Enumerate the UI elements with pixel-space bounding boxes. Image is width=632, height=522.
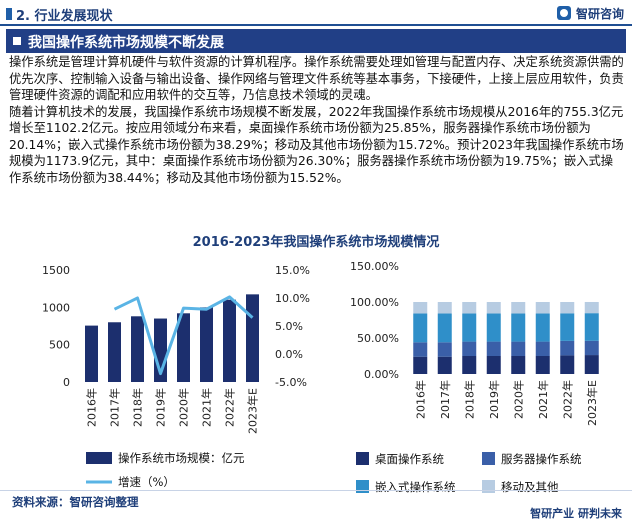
stack-segment xyxy=(462,313,477,342)
stack-segment xyxy=(413,356,428,374)
stack-segment xyxy=(535,313,550,342)
stack-segment xyxy=(535,341,550,356)
top-bar: 2. 行业发展现状 智研咨询 xyxy=(0,0,632,26)
stack-x-tick-label: 2019年 xyxy=(487,380,501,419)
legend-label-line: 增速（%） xyxy=(118,475,175,489)
stack-segment xyxy=(511,341,526,356)
stack-segment xyxy=(413,302,428,314)
stack-y-tick-label: 50.00% xyxy=(357,332,399,345)
stack-segment xyxy=(413,313,428,343)
article-body: 操作系统是管理计算机硬件与软件资源的计算机程序。操作系统需要处理如管理与配置内存… xyxy=(9,54,625,186)
stack-y-tick-label: 150.00% xyxy=(350,260,399,273)
stack-segment xyxy=(486,313,501,342)
footer-brand: 智研产业 研判未来 xyxy=(530,507,622,520)
logo-icon xyxy=(556,6,571,20)
legend-swatch-bar xyxy=(86,452,112,464)
banner-square-icon xyxy=(13,37,21,45)
stack-x-tick-label: 2021年 xyxy=(536,380,550,419)
stack-segment xyxy=(486,302,501,314)
title-banner: 我国操作系统市场规模不断发展 xyxy=(6,29,626,53)
right-y-tick-label: 0.0% xyxy=(275,348,303,361)
line-growth-rate xyxy=(113,295,254,376)
charts-area: 0 500 1000 1500 -5.0% 0.0% 5.0% 10.0% 15.0% 2016年… xyxy=(42,260,599,494)
x-tick-label: 2016年 xyxy=(85,388,99,427)
stack-segment xyxy=(511,313,526,342)
stack-legend-label: 服务器操作系统 xyxy=(501,452,582,466)
stack-segment xyxy=(437,342,452,357)
stack-y-tick-label: 0.00% xyxy=(364,368,399,381)
stack-legend-swatch xyxy=(482,452,495,465)
x-tick-label: 2017年 xyxy=(108,388,122,427)
chart-title: 2016-2023年我国操作系统市场规模情况 xyxy=(192,235,440,250)
stack-segment xyxy=(560,313,575,341)
stack-segment xyxy=(584,301,599,314)
stack-segment xyxy=(560,340,575,356)
stack-segment xyxy=(462,341,477,356)
x-tick-label: 2019年 xyxy=(154,388,168,427)
section-accent xyxy=(6,8,12,20)
bar-market-size xyxy=(177,313,190,382)
stack-x-tick-label: 2020年 xyxy=(511,380,525,419)
right-y-tick-label: 15.0% xyxy=(275,264,310,277)
stack-segment xyxy=(486,356,501,374)
stack-segment xyxy=(511,356,526,374)
x-tick-label: 2021年 xyxy=(200,388,214,427)
stack-segment xyxy=(511,302,526,314)
stack-legend-swatch xyxy=(482,480,495,493)
left-y-tick-label: 500 xyxy=(49,339,70,352)
right-y-tick-label: -5.0% xyxy=(275,376,307,389)
x-tick-label: 2020年 xyxy=(177,388,191,427)
stack-segment xyxy=(437,313,452,343)
stack-segment xyxy=(462,302,477,314)
brand-logo[interactable]: 智研咨询 xyxy=(556,3,624,23)
stack-segment xyxy=(437,356,452,374)
bar-market-size xyxy=(223,299,236,382)
stack-x-tick-label: 2016年 xyxy=(413,380,427,419)
stack-x-tick-label: 2018年 xyxy=(462,380,476,419)
right-y-tick-label: 5.0% xyxy=(275,320,303,333)
stack-segment xyxy=(535,356,550,374)
stack-x-tick-label: 2017年 xyxy=(438,380,452,419)
bar-market-size xyxy=(85,325,98,382)
source-note: 资料来源：智研咨询整理 xyxy=(12,495,139,509)
stack-y-tick-label: 100.00% xyxy=(350,296,399,309)
bar-market-size xyxy=(200,307,213,382)
x-tick-label: 2023年E xyxy=(246,388,260,434)
stack-legend-swatch xyxy=(356,452,369,465)
stack-segment xyxy=(437,302,452,314)
left-y-tick-label: 0 xyxy=(63,376,70,389)
x-tick-label: 2018年 xyxy=(131,388,145,427)
stack-legend-label: 移动及其他 xyxy=(501,480,559,494)
stack-legend-swatch xyxy=(356,480,369,493)
stack-segment xyxy=(560,302,575,314)
right-y-tick-label: 10.0% xyxy=(275,292,310,305)
bar-market-size xyxy=(131,316,144,382)
stack-segment xyxy=(560,355,575,374)
left-y-tick-label: 1000 xyxy=(42,301,70,314)
bar-market-size xyxy=(246,294,259,382)
stack-segment xyxy=(584,313,599,341)
stack-segment xyxy=(462,356,477,374)
banner-title: 我国操作系统市场规模不断发展 xyxy=(28,35,224,51)
left-y-tick-label: 1500 xyxy=(42,264,70,277)
paragraph-intro: 操作系统是管理计算机硬件与软件资源的计算机程序。操作系统需要处理如管理与配置内存… xyxy=(9,55,624,102)
stack-legend-label: 桌面操作系统 xyxy=(375,452,444,466)
stack-segment xyxy=(486,341,501,356)
paragraph-market: 随着计算机技术的发展，我国操作系统市场规模不断发展，2022年我国操作系统市场规… xyxy=(9,104,624,185)
stack-segment xyxy=(584,340,599,356)
stack-x-tick-label: 2023年E xyxy=(585,380,599,426)
bar-market-size xyxy=(108,322,121,382)
x-tick-label: 2022年 xyxy=(223,388,237,427)
header-divider xyxy=(0,24,632,26)
logo-text: 智研咨询 xyxy=(575,6,624,21)
stack-segment xyxy=(584,355,599,374)
section-heading: 2. 行业发展现状 xyxy=(16,9,113,24)
stack-x-tick-label: 2022年 xyxy=(560,380,574,419)
stack-segment xyxy=(413,342,428,357)
legend-label-bar: 操作系统市场规模：亿元 xyxy=(118,451,245,465)
stack-legend-label: 嵌入式操作系统 xyxy=(375,480,456,494)
footer-divider xyxy=(0,490,632,491)
stack-segment xyxy=(535,302,550,314)
